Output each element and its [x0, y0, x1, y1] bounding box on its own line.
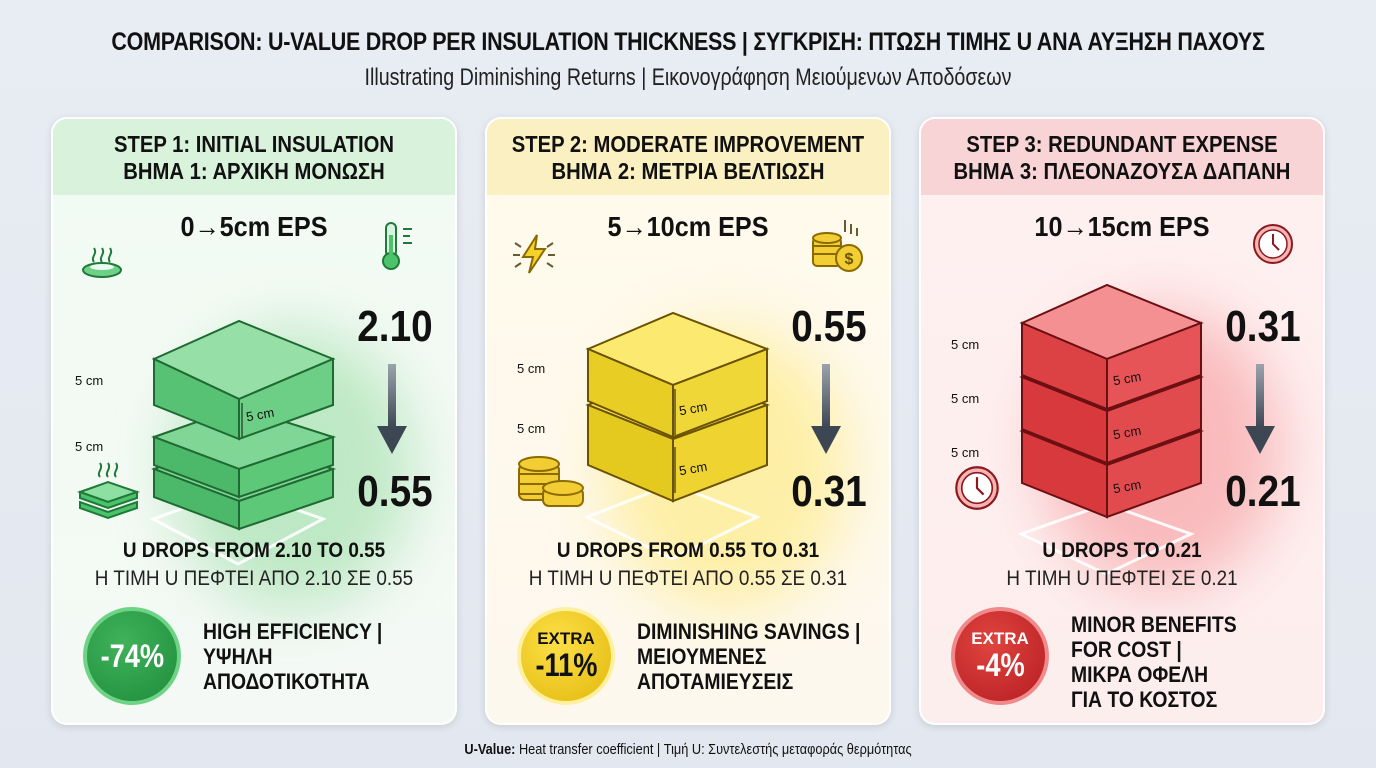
layer-label: 5 cm: [517, 361, 546, 376]
message-line: ΜΙΚΡΑ ΟΦΕΛΗ: [1071, 662, 1209, 687]
insulation-stack: 5 cm 5 cm 5 cm 5 cm: [517, 289, 847, 609]
efficiency-message: MINOR BENEFITS FOR COST | ΜΙΚΡΑ ΟΦΕΛΗ ΓΙ…: [1071, 612, 1282, 712]
layer-label: 5 cm: [951, 391, 980, 406]
heading-gr: ΒΗΜΑ 3: ΠΛΕΟΝΑΖΟΥΣΑ ΔΑΠΑΝΗ: [953, 158, 1291, 184]
step-1-heading: STEP 1: INITIAL INSULATION ΒΗΜΑ 1: ΑΡΧΙΚ…: [53, 119, 455, 195]
insulation-stack: 5 cm 5 cm 5 cm 5 cm 5 cm 5 cm: [951, 269, 1281, 589]
badge-extra-label: EXTRA: [971, 629, 1029, 648]
drop-summary-en: U DROPS FROM 2.10 TO 0.55: [122, 539, 386, 562]
reduction-percent: -74%: [100, 638, 164, 674]
drop-summary-en: U DROPS FROM 0.55 TO 0.31: [556, 539, 820, 562]
coins-dollar-icon: $: [812, 220, 863, 272]
drop-summary-gr: Η ΤΙΜΗ U ΠΕΦΤΕΙ ΑΠΟ 2.10 ΣΕ 0.55: [94, 567, 414, 590]
reduction-percent: -4%: [975, 647, 1025, 683]
layer-label: 5 cm: [517, 421, 546, 436]
message-line: HIGH EFFICIENCY |: [203, 619, 383, 644]
u-value-from: 2.10: [357, 302, 433, 351]
step-3-card: STEP 3: REDUNDANT EXPENSE ΒΗΜΑ 3: ΠΛΕΟΝΑ…: [919, 117, 1325, 725]
reduction-badge: -74%: [83, 607, 181, 705]
u-value-to: 0.21: [1225, 467, 1301, 516]
heated-layers-icon: [77, 462, 141, 520]
drop-summary-gr: Η ΤΙΜΗ U ΠΕΦΤΕΙ ΑΠΟ 0.55 ΣΕ 0.31: [528, 567, 848, 590]
badge-extra-label: EXTRA: [537, 629, 595, 648]
arrow-down-icon: [811, 364, 841, 454]
layer-label: 5 cm: [75, 439, 104, 454]
reduction-badge: EXTRA -11%: [517, 607, 615, 705]
heading-en: STEP 1: INITIAL INSULATION: [113, 131, 395, 157]
message-line: ΜΕΙΟΥΜΕΝΕΣ: [637, 644, 767, 669]
page-subtitle: Illustrating Diminishing Returns | Εικον…: [364, 64, 1012, 91]
heading-gr: ΒΗΜΑ 2: ΜΕΤΡΙΑ ΒΕΛΤΙΩΣΗ: [551, 158, 825, 184]
heading-en: STEP 3: REDUNDANT EXPENSE: [966, 131, 1278, 157]
step-2-heading: STEP 2: MODERATE IMPROVEMENT ΒΗΜΑ 2: ΜΕΤ…: [487, 119, 889, 195]
clock-icon: [955, 466, 999, 510]
lightning-icon: [513, 234, 555, 274]
arrow-down-icon: [1245, 364, 1275, 454]
efficiency-message: HIGH EFFICIENCY | ΥΨΗΛΗ ΑΠΟΔΟΤΙΚΟΤΗΤΑ: [203, 619, 414, 694]
step-1-card: STEP 1: INITIAL INSULATION ΒΗΜΑ 1: ΑΡΧΙΚ…: [51, 117, 457, 725]
heading-en: STEP 2: MODERATE IMPROVEMENT: [511, 131, 865, 157]
coin-stack-icon: [518, 456, 584, 507]
arrow-down-icon: [377, 364, 407, 454]
thickness-label: 10→15cm EPS: [1034, 211, 1210, 242]
svg-text:$: $: [845, 251, 854, 268]
footer-definition: U-Value: Heat transfer coefficient | Τιμ…: [103, 741, 1273, 758]
u-value-from: 0.55: [791, 302, 867, 351]
footer-term: U-Value:: [464, 741, 516, 758]
clock-icon: [1253, 224, 1293, 264]
reduction-percent: -11%: [535, 647, 597, 683]
u-value-to: 0.31: [791, 467, 867, 516]
efficiency-message: DIMINISHING SAVINGS | ΜΕΙΟΥΜΕΝΕΣ ΑΠΟΤΑΜΙ…: [637, 619, 861, 694]
layer-label: 5 cm: [951, 445, 980, 460]
layer-label: 5 cm: [951, 337, 980, 352]
heading-gr: ΒΗΜΑ 1: ΑΡΧΙΚΗ ΜΟΝΩΣΗ: [123, 158, 385, 184]
drop-summary-en: U DROPS TO 0.21: [1042, 539, 1202, 562]
insulation-stack: 5 cm 5 cm 5 cm: [75, 289, 413, 609]
message-line: DIMINISHING SAVINGS |: [637, 619, 861, 644]
steam-icon: [82, 247, 122, 278]
drop-summary-gr: Η ΤΙΜΗ U ΠΕΦΤΕΙ ΣΕ 0.21: [1006, 567, 1238, 590]
message-line: ΑΠΟΤΑΜΙΕΥΣΕΙΣ: [637, 669, 794, 694]
message-line: FOR COST |: [1071, 637, 1182, 662]
message-line: ΓΙΑ ΤΟ ΚΟΣΤΟΣ: [1071, 687, 1218, 712]
u-value-from: 0.31: [1225, 302, 1301, 351]
message-line: MINOR BENEFITS: [1071, 612, 1237, 637]
page-title: COMPARISON: U-VALUE DROP PER INSULATION …: [111, 28, 1265, 56]
thickness-label: 5→10cm EPS: [607, 211, 769, 242]
u-value-to: 0.55: [357, 467, 433, 516]
thickness-label: 0→5cm EPS: [180, 211, 328, 242]
thermometer-icon: [382, 222, 412, 270]
message-line: ΥΨΗΛΗ: [203, 644, 273, 669]
layer-label: 5 cm: [75, 373, 104, 388]
footer-text: Heat transfer coefficient | Τιμή U: Συντ…: [515, 741, 912, 758]
step-2-card: STEP 2: MODERATE IMPROVEMENT ΒΗΜΑ 2: ΜΕΤ…: [485, 117, 891, 725]
step-3-heading: STEP 3: REDUNDANT EXPENSE ΒΗΜΑ 3: ΠΛΕΟΝΑ…: [921, 119, 1323, 195]
message-line: ΑΠΟΔΟΤΙΚΟΤΗΤΑ: [203, 669, 370, 694]
reduction-badge: EXTRA -4%: [951, 607, 1049, 705]
